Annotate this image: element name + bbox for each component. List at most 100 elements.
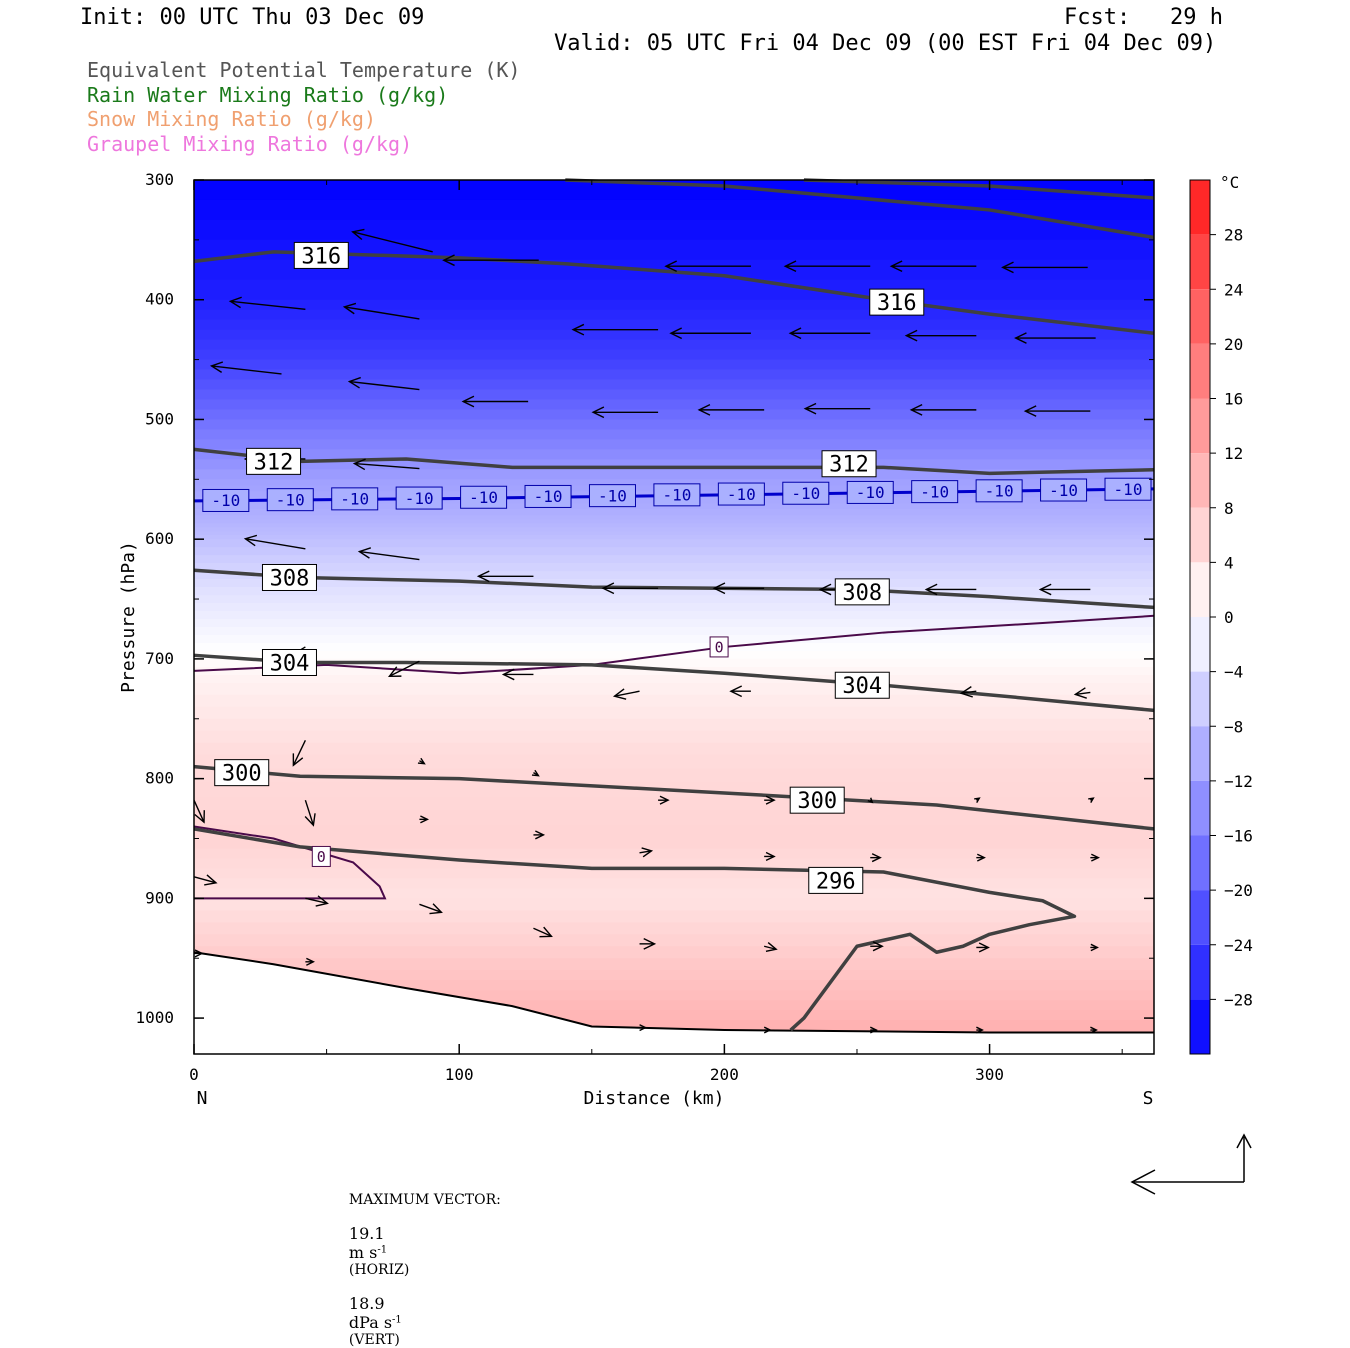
isotherm-label: -10 bbox=[469, 488, 498, 507]
theta-e-label: 316 bbox=[301, 244, 341, 269]
wind-vector-head bbox=[476, 570, 490, 583]
wind-vector bbox=[211, 365, 282, 375]
temp-band bbox=[194, 339, 1154, 351]
theta-e-label: 312 bbox=[829, 453, 869, 478]
colorbar-tick-label: 8 bbox=[1224, 499, 1234, 518]
isotherm-label-box bbox=[202, 488, 250, 512]
isotherm-label-box bbox=[395, 486, 443, 510]
x-axis-title: Distance (km) bbox=[584, 1088, 725, 1109]
temp-band bbox=[194, 509, 1154, 516]
wind-vector-head bbox=[539, 926, 553, 938]
y-tick-label: 700 bbox=[145, 649, 174, 668]
reference-vector bbox=[1130, 1133, 1252, 1195]
temp-band bbox=[194, 379, 1154, 391]
freezing-label: 0 bbox=[715, 638, 724, 656]
temp-band bbox=[194, 1020, 1154, 1031]
colorbar-swatch bbox=[1190, 780, 1210, 836]
isotherm-label: -10 bbox=[985, 482, 1014, 501]
theta-e-label-box bbox=[869, 288, 925, 316]
wind-vector bbox=[359, 550, 420, 561]
temp-band bbox=[194, 626, 1154, 636]
temp-band bbox=[194, 990, 1154, 1001]
temp-band bbox=[194, 579, 1154, 588]
axes: 300 400 500 600 700 800 900 1000 0 100 200 300 N S Dis… bbox=[118, 170, 1155, 1109]
colorbar-unit: °C bbox=[1220, 173, 1239, 192]
isotherm-label-box bbox=[975, 479, 1023, 503]
temp-band bbox=[194, 868, 1154, 880]
temp-band bbox=[194, 946, 1154, 959]
y-tick-label: 500 bbox=[145, 409, 174, 428]
colorbar-swatch bbox=[1190, 617, 1210, 672]
temp-band bbox=[194, 503, 1154, 510]
colorbar-tick-label: 12 bbox=[1224, 444, 1243, 463]
wind-vector-head bbox=[204, 874, 218, 886]
isotherm-label: -10 bbox=[791, 484, 820, 503]
colorbar-tick-label: 4 bbox=[1224, 553, 1234, 572]
wind-vector bbox=[344, 306, 420, 320]
temp-band bbox=[194, 980, 1154, 991]
wind-vector-head bbox=[387, 666, 402, 678]
temp-band bbox=[194, 409, 1154, 421]
wind-vector-head bbox=[601, 582, 615, 595]
temp-band bbox=[194, 810, 1154, 826]
colorbar-tick-label: 20 bbox=[1224, 335, 1243, 354]
wind-vector-head bbox=[357, 547, 372, 559]
temp-band bbox=[194, 878, 1154, 889]
wind-vector-head bbox=[869, 1026, 878, 1034]
temp-band bbox=[194, 523, 1154, 528]
wind-vector bbox=[961, 690, 977, 694]
temp-band bbox=[194, 848, 1154, 860]
temp-band bbox=[194, 1000, 1154, 1011]
isotherm-label-box bbox=[1104, 477, 1152, 501]
temp-band bbox=[194, 199, 1154, 221]
temp-band bbox=[194, 658, 1154, 668]
wind-vector-head bbox=[867, 797, 874, 804]
wind-vector-head bbox=[1088, 797, 1095, 803]
max-vector-caption: MAXIMUM VECTOR: 19.1 m s-1 (HORIZ) 18.9 … bbox=[340, 1176, 501, 1348]
theta-e-line-304 bbox=[193, 653, 1155, 713]
wind-vector-head bbox=[535, 830, 546, 840]
x-tick-label: 300 bbox=[975, 1065, 1004, 1084]
colorbar-tick-label: −20 bbox=[1224, 881, 1253, 900]
theta-e-label-box bbox=[789, 786, 845, 814]
colorbar-swatch bbox=[1190, 671, 1210, 727]
temp-band bbox=[194, 970, 1154, 981]
temp-band bbox=[194, 389, 1154, 401]
colorbar-swatch bbox=[1190, 453, 1210, 508]
wind-vector bbox=[193, 799, 205, 823]
wind-vector bbox=[763, 945, 777, 950]
wind-vector-head bbox=[669, 327, 683, 340]
temp-band bbox=[194, 587, 1154, 596]
theta-e-label-box bbox=[293, 241, 349, 269]
temp-band bbox=[194, 824, 1154, 840]
theta-e-label-box bbox=[821, 450, 877, 478]
isotherm-label-box bbox=[460, 485, 508, 509]
theta-e-label: 308 bbox=[270, 566, 310, 591]
wind-vector-head bbox=[976, 853, 986, 862]
temp-band bbox=[194, 1010, 1154, 1021]
isotherm-label-box bbox=[717, 482, 765, 506]
wind-vector bbox=[419, 903, 442, 914]
wind-vector-head bbox=[1023, 405, 1037, 417]
theta-e-label: 296 bbox=[816, 869, 856, 894]
wind-vector-head bbox=[959, 686, 973, 698]
temp-band bbox=[194, 910, 1154, 923]
wind-vector-head bbox=[571, 323, 585, 336]
isotherm-label-box bbox=[331, 487, 379, 511]
isotherm-label: -10 bbox=[662, 486, 691, 505]
wind-vector-head bbox=[909, 404, 923, 416]
colorbar-tick-label: −8 bbox=[1224, 717, 1243, 736]
temp-band bbox=[194, 563, 1154, 572]
wind-vector-head bbox=[461, 395, 475, 408]
wind-vector-head bbox=[783, 260, 797, 273]
theta-e-contours bbox=[193, 178, 1155, 1032]
vert-value: 18.9 bbox=[348, 1294, 385, 1313]
legend-graupel: Graupel Mixing Ratio (g/kg) bbox=[87, 132, 413, 156]
temp-band bbox=[194, 603, 1154, 612]
theta-e-label: 304 bbox=[842, 674, 882, 699]
contour-labels: 316 316 312 312 308 308 304 304 300 300 296 -10 -10 -… bbox=[202, 241, 1152, 894]
max-vector-label: MAXIMUM VECTOR: bbox=[348, 1192, 501, 1208]
isotherm-label: -10 bbox=[598, 486, 627, 505]
isotherm-label-box bbox=[266, 488, 314, 512]
temp-band bbox=[194, 515, 1154, 520]
